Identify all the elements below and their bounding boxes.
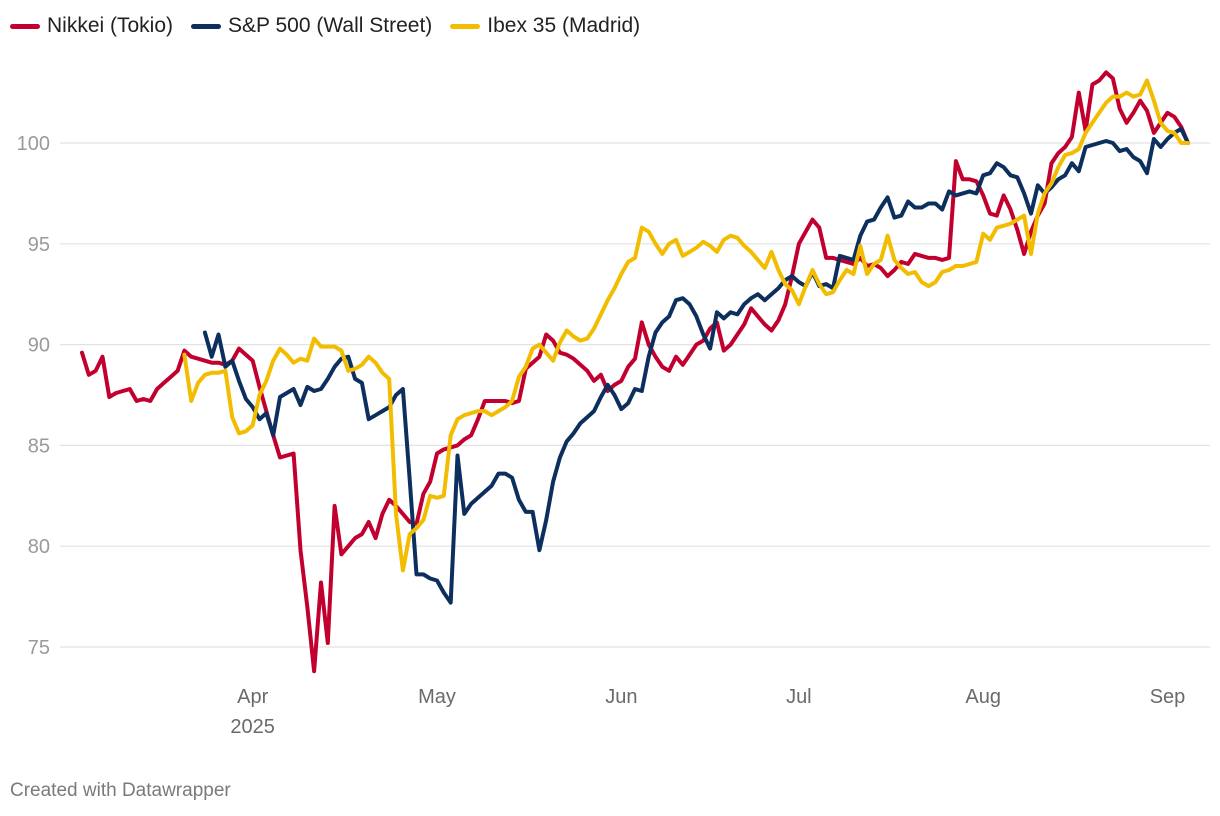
x-tick-label-apr: Apr bbox=[237, 686, 268, 708]
series-line-sp500 bbox=[202, 126, 1190, 605]
series-line-nikkei bbox=[80, 70, 1190, 674]
x-tick-label-aug: Aug bbox=[965, 686, 1001, 708]
legend-label-nikkei: Nikkei (Tokio) bbox=[47, 14, 174, 37]
legend-swatch-sp500 bbox=[191, 23, 222, 29]
legend-item-sp500: S&P 500 (Wall Street) bbox=[191, 14, 432, 38]
x-tick-label-sep: Sep bbox=[1150, 686, 1186, 708]
x-tick-label-may: May bbox=[418, 686, 456, 708]
y-tick-label-75: 75 bbox=[28, 637, 50, 659]
legend-swatch-nikkei bbox=[10, 23, 40, 29]
x-tick-year-label: 2025 bbox=[230, 716, 275, 738]
x-tick-label-jul: Jul bbox=[786, 686, 812, 708]
credit-footer: Created with Datawrapper bbox=[10, 780, 231, 801]
y-tick-label-95: 95 bbox=[28, 234, 50, 256]
y-tick-label-80: 80 bbox=[28, 536, 50, 558]
series-line-ibex bbox=[182, 78, 1190, 573]
legend-label-ibex: Ibex 35 (Madrid) bbox=[487, 14, 641, 37]
legend-item-nikkei: Nikkei (Tokio) bbox=[10, 14, 173, 38]
legend: Nikkei (Tokio) S&P 500 (Wall Street) Ibe… bbox=[10, 14, 640, 38]
line-chart: 75 80 85 90 95 100 Apr 2025 May Jun Jul Aug Sep bbox=[17, 70, 1210, 738]
legend-swatch-ibex bbox=[450, 23, 481, 29]
x-tick-label-jun: Jun bbox=[605, 686, 637, 708]
y-tick-label-100: 100 bbox=[17, 133, 50, 155]
y-tick-label-85: 85 bbox=[28, 435, 50, 457]
y-tick-label-90: 90 bbox=[28, 335, 50, 357]
legend-label-sp500: S&P 500 (Wall Street) bbox=[228, 14, 433, 37]
legend-item-ibex: Ibex 35 (Madrid) bbox=[450, 14, 640, 38]
